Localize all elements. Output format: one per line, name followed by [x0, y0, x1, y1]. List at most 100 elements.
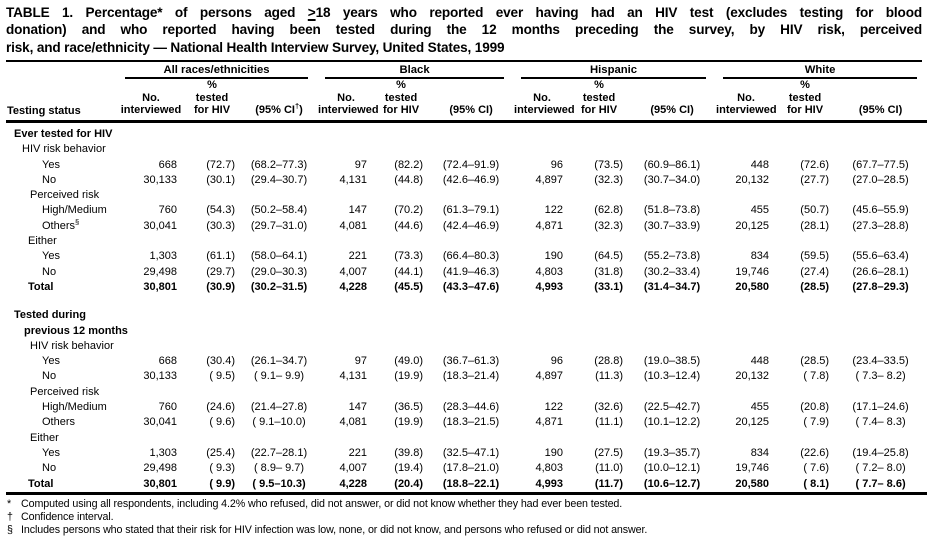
cell-pct: (59.5): [800, 250, 830, 263]
cell-pct: ( 8.1): [803, 477, 830, 490]
cell-no: [118, 431, 184, 446]
cell-no: 30,133: [143, 370, 177, 383]
cell-pct: (31.8): [594, 265, 624, 278]
cell-no: 834: [750, 250, 770, 263]
cell-ci: [428, 385, 514, 400]
group-label: Hispanic: [521, 64, 707, 80]
cell-pct: ( 7.6): [803, 462, 830, 475]
table-row: Either: [6, 431, 927, 446]
title-line-2: donation) and who reported having been t…: [6, 22, 922, 38]
cell-ci: (30.7–33.9): [643, 219, 701, 232]
cell-ci: (29.7–31.0): [250, 219, 308, 232]
cell-no: [716, 188, 776, 203]
cell-ci: [834, 308, 927, 323]
cell-pct: (28.8): [594, 355, 624, 368]
cell-ci: [628, 308, 716, 323]
column-header-ci: (95% CI): [834, 79, 927, 124]
cell-no: 4,228: [339, 280, 368, 293]
cell-no: [514, 122, 570, 143]
group-white: White: [716, 64, 927, 80]
column-header-pct-tested: % tested for HIV: [374, 79, 429, 124]
column-header-testing-status: Testing status: [6, 79, 118, 124]
cell-ci: [834, 234, 927, 249]
cell-ci: [834, 324, 927, 339]
cell-pct: [776, 122, 834, 143]
cell-ci: [428, 431, 514, 446]
cell-no: 4,228: [339, 477, 368, 490]
cell-ci: [428, 188, 514, 203]
row-label: High/Medium: [42, 204, 107, 217]
cell-pct: [776, 234, 834, 249]
column-header-pct-tested: % tested for HIV: [570, 79, 629, 124]
cell-ci: [240, 324, 318, 339]
title-line-3: risk, and race/ethnicity — National Heal…: [6, 39, 505, 55]
cell-no: 30,133: [143, 173, 177, 186]
table-row: Yes 1,303 (25.4) (22.7–28.1) 221 (39.8) (32.5–…: [6, 446, 927, 461]
cell-pct: (70.2): [394, 204, 424, 217]
group-label: All races/ethnicities: [125, 64, 309, 80]
cell-no: [514, 339, 570, 354]
cell-no: 4,081: [339, 416, 368, 429]
footnote-text: Includes persons who stated that their r…: [21, 524, 648, 537]
cell-pct: (73.3): [394, 250, 424, 263]
cell-pct: [184, 142, 240, 157]
cell-ci: [428, 339, 514, 354]
cell-pct: [374, 431, 428, 446]
cell-no: [318, 188, 374, 203]
cell-ci: [834, 431, 927, 446]
section-symbol: §: [75, 217, 80, 227]
table-row: Yes 668 (30.4) (26.1–34.7) 97 (49.0) (36.7–61.…: [6, 354, 927, 369]
cell-pct: (73.5): [594, 158, 624, 171]
cell-pct: (72.6): [800, 158, 830, 171]
cell-no: [514, 431, 570, 446]
cell-ci: [240, 188, 318, 203]
cell-pct: [776, 385, 834, 400]
ci-label: ): [299, 104, 303, 117]
cell-ci: ( 9.1– 9.9): [253, 370, 305, 383]
cell-pct: ( 7.9): [803, 416, 830, 429]
table-row: No 29,498 ( 9.3) ( 8.9– 9.7) 4,007 (19.4) (17.…: [6, 461, 927, 476]
footnote: * Computed using all respondents, includ…: [6, 498, 922, 511]
cell-pct: (32.3): [594, 219, 624, 232]
table-row: Total 30,801 (30.9) (30.2–31.5) 4,228 (45.5) (…: [6, 280, 927, 295]
cell-no: 29,498: [143, 462, 177, 475]
cell-pct: [374, 339, 428, 354]
cell-no: 668: [158, 158, 177, 171]
cell-pct: (28.5): [800, 355, 830, 368]
cell-pct: (64.5): [594, 250, 624, 263]
cell-no: 4,131: [339, 173, 368, 186]
cell-pct: (19.4): [394, 462, 424, 475]
cell-pct: (62.8): [594, 204, 624, 217]
cell-no: [318, 339, 374, 354]
cell-pct: [570, 431, 628, 446]
cell-pct: (49.0): [394, 355, 424, 368]
footnote-symbol: †: [7, 511, 13, 524]
cell-pct: (28.1): [800, 219, 830, 232]
cell-ci: [240, 385, 318, 400]
column-header-row: Testing status No. interviewed % tested …: [6, 79, 927, 124]
cell-pct: [776, 431, 834, 446]
cell-ci: [240, 431, 318, 446]
cell-ci: [428, 234, 514, 249]
cell-no: 4,803: [535, 462, 564, 475]
cell-no: 4,007: [339, 462, 368, 475]
cell-no: 30,041: [143, 219, 177, 232]
dagger-symbol: †: [294, 101, 300, 111]
ci-label: (95% CI: [255, 104, 295, 117]
cell-ci: (19.4–25.8): [852, 446, 909, 459]
row-label: Tested during: [14, 309, 86, 322]
cell-no: [318, 308, 374, 323]
cell-no: [118, 308, 184, 323]
cell-no: [118, 234, 184, 249]
column-header-no-interviewed: No. interviewed: [318, 79, 379, 124]
cell-pct: (30.3): [206, 219, 235, 232]
cell-ci: (10.3–12.4): [643, 370, 701, 383]
cell-pct: (72.7): [206, 158, 235, 171]
table-row: No 29,498 (29.7) (29.0–30.3) 4,007 (44.1) (41.…: [6, 265, 927, 280]
cell-no: 448: [750, 158, 770, 171]
title-text: 18 years who reported ever having had an…: [315, 5, 923, 20]
cell-pct: [776, 339, 834, 354]
cell-ci: (27.0–28.5): [852, 173, 909, 186]
row-label: Ever tested for HIV: [14, 128, 113, 140]
cell-no: [514, 142, 570, 157]
